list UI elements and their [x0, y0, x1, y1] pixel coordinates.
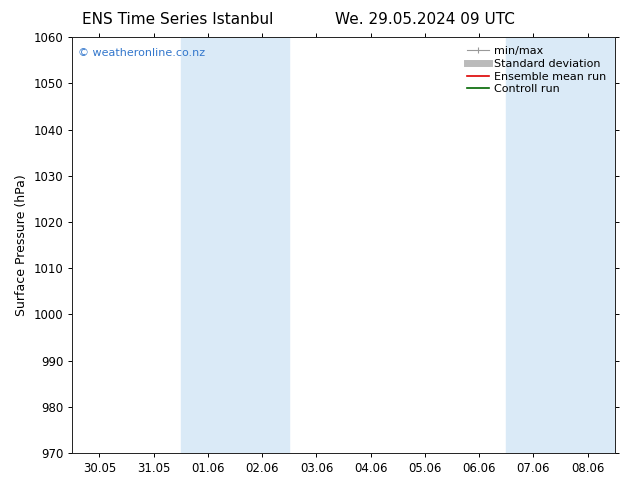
Text: We. 29.05.2024 09 UTC: We. 29.05.2024 09 UTC	[335, 12, 515, 27]
Legend: min/max, Standard deviation, Ensemble mean run, Controll run: min/max, Standard deviation, Ensemble me…	[463, 43, 609, 98]
Text: ENS Time Series Istanbul: ENS Time Series Istanbul	[82, 12, 273, 27]
Text: © weatheronline.co.nz: © weatheronline.co.nz	[78, 48, 205, 57]
Bar	[181, 37, 289, 453]
Bar	[507, 37, 615, 453]
Y-axis label: Surface Pressure (hPa): Surface Pressure (hPa)	[15, 174, 28, 316]
